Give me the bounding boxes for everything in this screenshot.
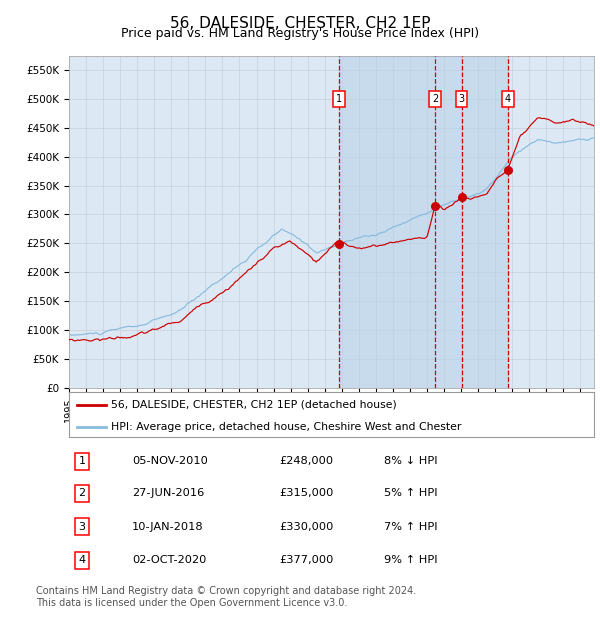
Text: 1: 1	[79, 456, 86, 466]
Text: 9% ↑ HPI: 9% ↑ HPI	[384, 555, 437, 565]
Text: 56, DALESIDE, CHESTER, CH2 1EP: 56, DALESIDE, CHESTER, CH2 1EP	[170, 16, 430, 30]
Text: Price paid vs. HM Land Registry's House Price Index (HPI): Price paid vs. HM Land Registry's House …	[121, 27, 479, 40]
Text: 10-JAN-2018: 10-JAN-2018	[132, 521, 203, 532]
Text: 2: 2	[432, 94, 439, 104]
Text: £248,000: £248,000	[279, 456, 333, 466]
Text: 4: 4	[79, 555, 86, 565]
Bar	[339, 56, 508, 388]
Text: 3: 3	[458, 94, 464, 104]
Text: 05-NOV-2010: 05-NOV-2010	[132, 456, 208, 466]
Text: 3: 3	[79, 521, 86, 532]
Text: HPI: Average price, detached house, Cheshire West and Chester: HPI: Average price, detached house, Ches…	[111, 422, 461, 432]
Text: Contains HM Land Registry data © Crown copyright and database right 2024.
This d: Contains HM Land Registry data © Crown c…	[36, 586, 416, 608]
Text: 2: 2	[79, 488, 86, 498]
Text: 02-OCT-2020: 02-OCT-2020	[132, 555, 206, 565]
Text: 7% ↑ HPI: 7% ↑ HPI	[384, 521, 437, 532]
Text: 27-JUN-2016: 27-JUN-2016	[132, 488, 204, 498]
Text: £330,000: £330,000	[279, 521, 334, 532]
Text: 5% ↑ HPI: 5% ↑ HPI	[384, 488, 437, 498]
Text: 8% ↓ HPI: 8% ↓ HPI	[384, 456, 437, 466]
Text: 4: 4	[505, 94, 511, 104]
Text: £315,000: £315,000	[279, 488, 334, 498]
Text: £377,000: £377,000	[279, 555, 334, 565]
Text: 56, DALESIDE, CHESTER, CH2 1EP (detached house): 56, DALESIDE, CHESTER, CH2 1EP (detached…	[111, 399, 397, 410]
Text: 1: 1	[336, 94, 342, 104]
